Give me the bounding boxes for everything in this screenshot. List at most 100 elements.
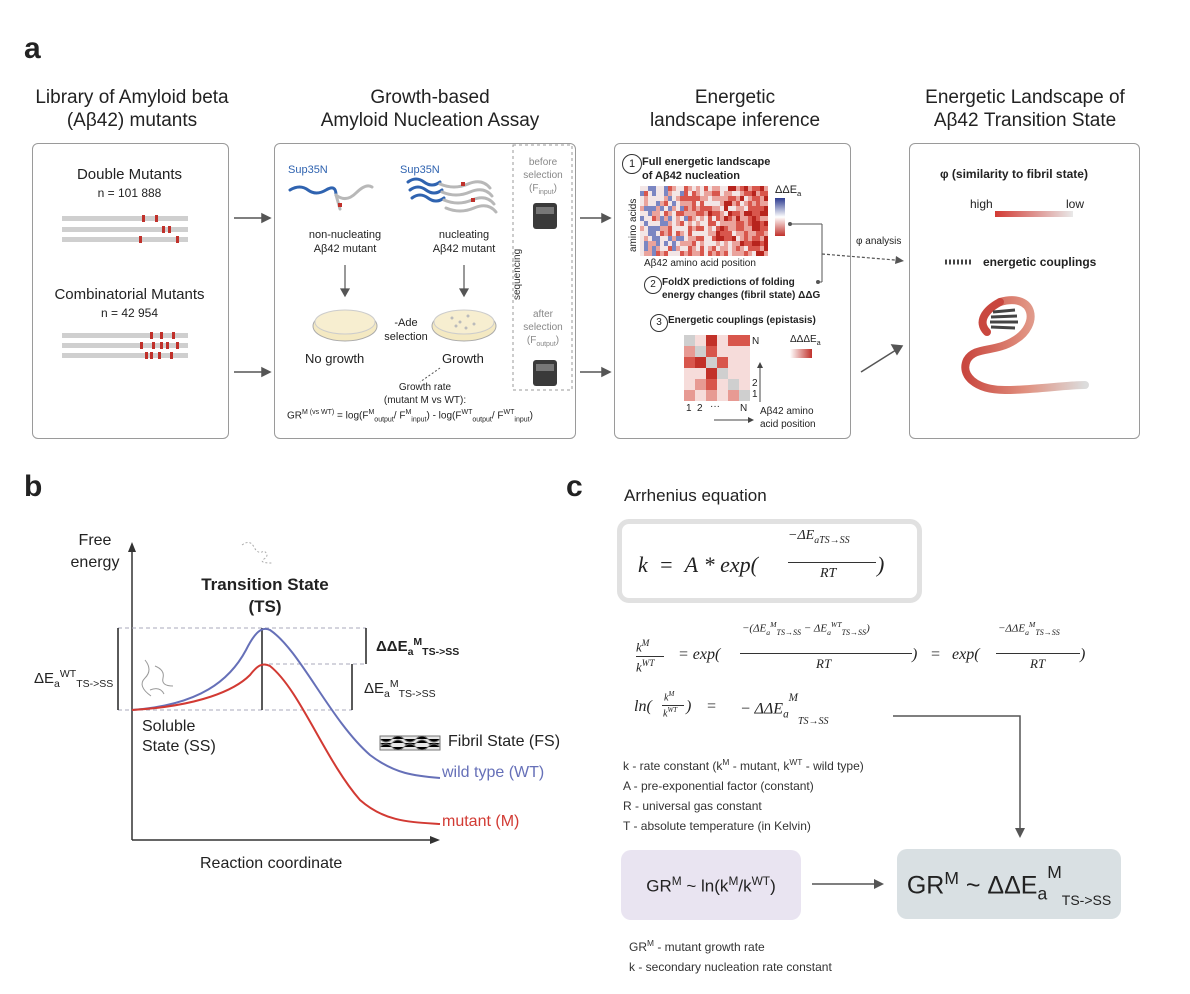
sup35-nonnucleating-icon [288,184,374,211]
heatmap-cell [712,226,716,231]
heatmap-cell [720,211,724,216]
heatmap-cell [648,236,652,241]
soluble-state-line1: Soluble [142,718,196,735]
heatmap-cell [752,211,756,216]
heatmap-cell [752,186,756,191]
heatmap-cell [676,216,680,221]
before-line3: (Finput) [529,183,557,196]
heatmap-cell [640,226,644,231]
epistasis-tick-1-y: 1 [752,389,758,400]
growth-rate-formula: GRM (vs WT) = log(FMoutput/ FMinput) - l… [287,409,533,424]
heatmap-cell [644,246,648,251]
heatmap-cell [684,221,688,226]
nucleating-line1: nucleating [438,229,490,241]
heatmap-cell [688,211,692,216]
heatmap-cell [740,251,744,256]
epistasis-cell [739,390,750,401]
ratio-exp-close: ) [912,646,918,663]
col1-title: Library of Amyloid beta (Aβ42) mutants [22,86,242,132]
flow-arrows [234,212,904,378]
heatmap-cell [744,246,748,251]
heatmap-cell [676,231,680,236]
heatmap-cell [756,241,760,246]
heatmap-cell [648,211,652,216]
heatmap-cell [716,236,720,241]
heatmap-cell [704,246,708,251]
epistasis-cell [717,379,728,390]
heatmap-cell [656,231,660,236]
heatmap-cell [764,191,768,196]
heatmap-cell [676,211,680,216]
heatmap-cell [724,221,728,226]
heatmap-cell [700,201,704,206]
heatmap-cell [684,231,688,236]
heatmap-cell [732,221,736,226]
heatmap-cell [700,211,704,216]
heatmap-cell [672,236,676,241]
heatmap-cell [700,246,704,251]
heatmap-cell [708,191,712,196]
col1-title-line1: Library of Amyloid beta [35,87,229,108]
soluble-state-line2: State (SS) [142,738,216,755]
heatmap-cell [760,241,764,246]
heatmap-cell [760,211,764,216]
heatmap-cell [696,201,700,206]
heatmap-cell [756,226,760,231]
after-line1: after [532,309,553,320]
heatmap-cell [752,216,756,221]
heatmap-cell [680,191,684,196]
heatmap-cell [664,191,668,196]
heatmap-cell [712,206,716,211]
heatmap-cell [724,231,728,236]
heatmap-cell [700,226,704,231]
heatmap-cell [660,196,664,201]
heatmap-cell [740,191,744,196]
heatmap-cell [736,236,740,241]
heatmap-cell [720,251,724,256]
heatmap-cell [740,201,744,206]
heatmap-cell [760,236,764,241]
epistasis-xlabel-line2: acid position [760,419,816,430]
heatmap-cell [712,191,716,196]
ln-equals: = [706,698,717,715]
col2-title-line1: Growth-based [370,87,490,108]
heatmap-cell [688,221,692,226]
col3-title: Energetic landscape inference [620,86,850,132]
heatmap-cell [748,241,752,246]
heatmap-cell [688,241,692,246]
heatmap-cell [692,191,696,196]
heatmap-cell [668,231,672,236]
epistasis-cell [717,357,728,368]
heatmap-cell [668,206,672,211]
phi-title: φ (similarity to fibril state) [940,167,1088,181]
heatmap-cell [684,211,688,216]
heatmap-cell [684,206,688,211]
growth-rate-arrow [419,367,441,383]
heatmap-cell [684,251,688,256]
epistasis-cell [695,346,706,357]
heatmap-cell [736,216,740,221]
heatmap-cell [668,226,672,231]
heatmap-cell [648,231,652,236]
heatmap-cell [760,191,764,196]
heatmap-cell [748,186,752,191]
free-energy-line1: Free [78,532,112,549]
before-line2: selection [523,170,563,181]
delta-e-m-label: ΔEaMTS->SS [364,678,436,700]
heatmap-cell [672,211,676,216]
heatmap-cell [692,221,696,226]
heatmap-cell [644,191,648,196]
heatmap-cell [764,201,768,206]
heatmap-cell [740,236,744,241]
heatmap-cell [644,201,648,206]
heatmap-cell [716,201,720,206]
heatmap-cell [716,206,720,211]
heatmap-cell [760,196,764,201]
panel-letter-c: c [566,470,583,503]
heatmap-cell [672,226,676,231]
heatmap-cell [652,211,656,216]
heatmap-cell [728,246,732,251]
heatmap-cell [744,226,748,231]
heatmap-cell [728,201,732,206]
